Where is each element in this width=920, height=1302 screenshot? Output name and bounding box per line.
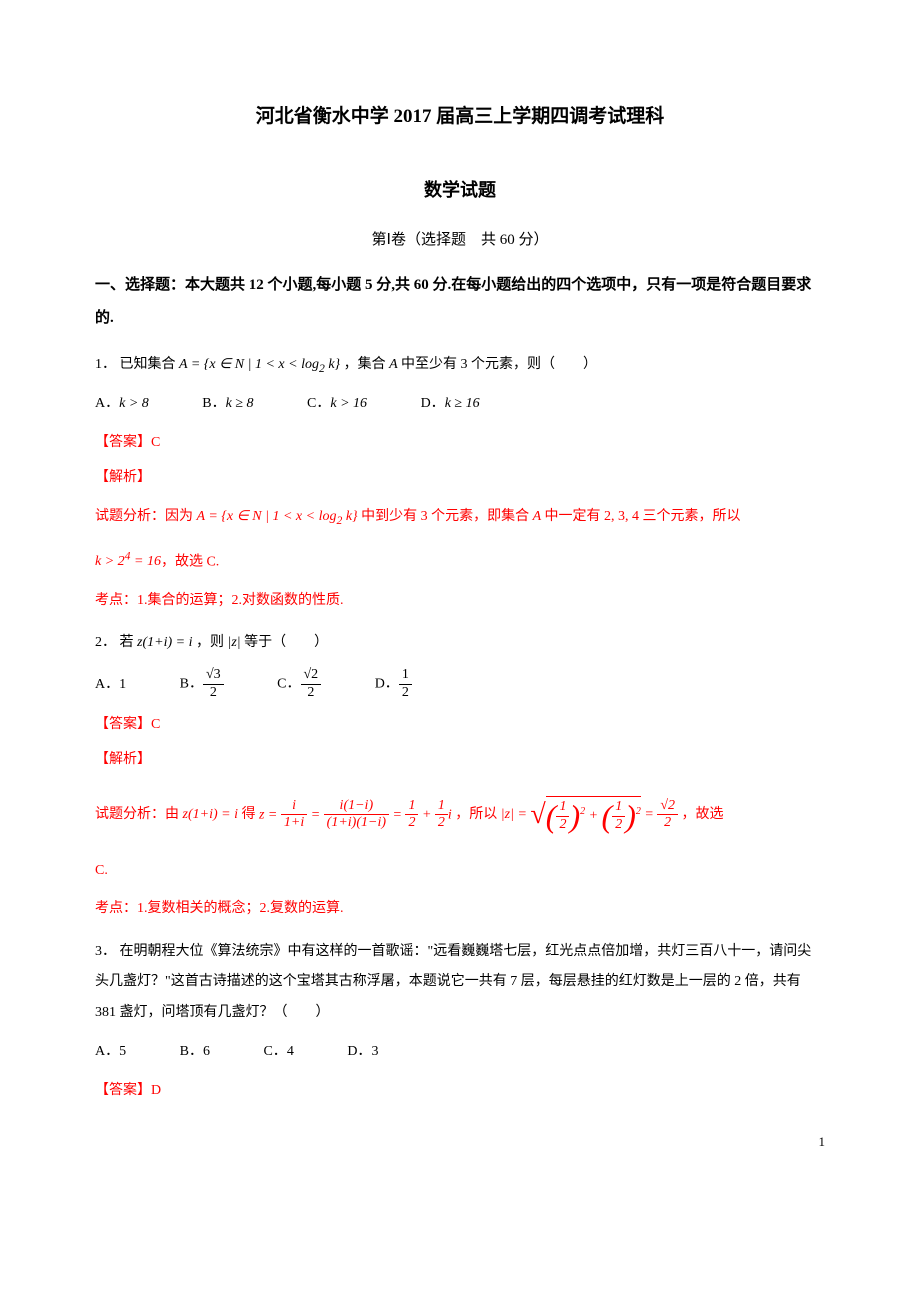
document-title: 河北省衡水中学 2017 届高三上学期四调考试理科 [95, 100, 825, 134]
q2-analysis-f3: |z| = √ (12)2 + (12)2 = √22 [501, 784, 678, 846]
q2-analysis-mid1: 得 [241, 807, 255, 822]
q1-analysis-a: A [533, 509, 545, 524]
q1-analysis-3: 中一定有 2, 3, 4 三个元素，所以 [544, 509, 740, 524]
q1-answer: 【答案】C [95, 430, 825, 455]
q3-option-d: D．3 [347, 1037, 378, 1068]
q2-text-post: 等于（ ） [244, 635, 328, 650]
q2-kaodian: 考点：1.复数相关的概念；2.复数的运算. [95, 896, 825, 921]
q1-text-pre: 已知集合 [120, 357, 176, 372]
q2-analysis-f1: z(1+i) = i [183, 807, 242, 822]
q1-analysis-formula: A = {x ∈ N | 1 < x < log2 k} [197, 509, 362, 524]
q2-analysis-f2: z = i1+i = i(1−i)(1+i)(1−i) = 12 + 12i [259, 798, 452, 833]
q2-number: 2． [95, 635, 116, 650]
section-title: 第Ⅰ卷（选择题 共 60 分） [95, 227, 825, 254]
q1-text-mid: ，集合 [344, 357, 386, 372]
q3-number: 3． [95, 944, 116, 959]
q1-analysis-line1: 试题分析：因为 A = {x ∈ N | 1 < x < log2 k} 中到少… [95, 502, 825, 533]
q1-option-c: C．k > 16 [307, 389, 367, 420]
q3-options: A．5 B．6 C．4 D．3 [95, 1037, 825, 1068]
q1-options: A．k > 8 B．k ≥ 8 C．k > 16 D．k ≥ 16 [95, 389, 825, 420]
q2-formula: z(1+i) = i [137, 635, 196, 650]
q2-text-mid: ，则 [196, 635, 224, 650]
q1-kaodian: 考点：1.集合的运算；2.对数函数的性质. [95, 588, 825, 613]
q3-option-a: A．5 [95, 1037, 126, 1068]
q1-analysis-label: 【解析】 [95, 465, 825, 490]
q2-analysis-pre: 试题分析：由 [95, 807, 179, 822]
q1-option-a: A．k > 8 [95, 389, 149, 420]
q2-abs-z: |z| [227, 635, 240, 650]
q2-text-pre: 若 [120, 635, 134, 650]
question-1: 1． 已知集合 A = {x ∈ N | 1 < x < log2 k} ，集合… [95, 350, 825, 381]
q2-analysis-line1: 试题分析：由 z(1+i) = i 得 z = i1+i = i(1−i)(1+… [95, 784, 825, 846]
q1-analysis-result: k > 24 = 16 [95, 554, 161, 569]
q1-text-post: 中至少有 3 个元素，则（ ） [401, 357, 597, 372]
q2-option-c: C．√22 [277, 667, 321, 702]
q1-option-d: D．k ≥ 16 [421, 389, 480, 420]
q3-option-b: B．6 [180, 1037, 210, 1068]
q3-answer: 【答案】D [95, 1078, 825, 1103]
q2-analysis-post: ，故选 [682, 807, 724, 822]
q1-analysis-line2: k > 24 = 16，故选 C. [95, 544, 825, 578]
q2-answer: 【答案】C [95, 712, 825, 737]
q2-analysis-label: 【解析】 [95, 747, 825, 772]
question-3: 3． 在明朝程大位《算法统宗》中有这样的一首歌谣："远看巍巍塔七层，红光点点倍加… [95, 937, 825, 1029]
q3-option-c: C．4 [263, 1037, 293, 1068]
q2-option-d: D．12 [375, 667, 412, 702]
question-2: 2． 若 z(1+i) = i ，则 |z| 等于（ ） [95, 628, 825, 659]
section-instructions: 一、选择题：本大题共 12 个小题,每小题 5 分,共 60 分.在每小题给出的… [95, 269, 825, 335]
q2-analysis-end: C. [95, 856, 825, 887]
q2-option-b: B．√32 [180, 667, 224, 702]
q2-analysis-mid2: ，所以 [455, 807, 497, 822]
q1-analysis-pre: 试题分析：因为 [95, 509, 193, 524]
q1-number: 1． [95, 357, 116, 372]
q1-set-a: A [389, 357, 401, 372]
q1-formula: A = {x ∈ N | 1 < x < log2 k} [179, 357, 340, 372]
q2-option-a: A．1 [95, 670, 126, 701]
q2-options: A．1 B．√32 C．√22 D．12 [95, 667, 825, 702]
q1-option-b: B．k ≥ 8 [202, 389, 253, 420]
page-number: 1 [819, 1130, 826, 1153]
document-subtitle: 数学试题 [95, 174, 825, 206]
q3-text: 在明朝程大位《算法统宗》中有这样的一首歌谣："远看巍巍塔七层，红光点点倍加增，共… [95, 944, 811, 1021]
q1-analysis-2: 中到少有 3 个元素，即集合 [361, 509, 529, 524]
